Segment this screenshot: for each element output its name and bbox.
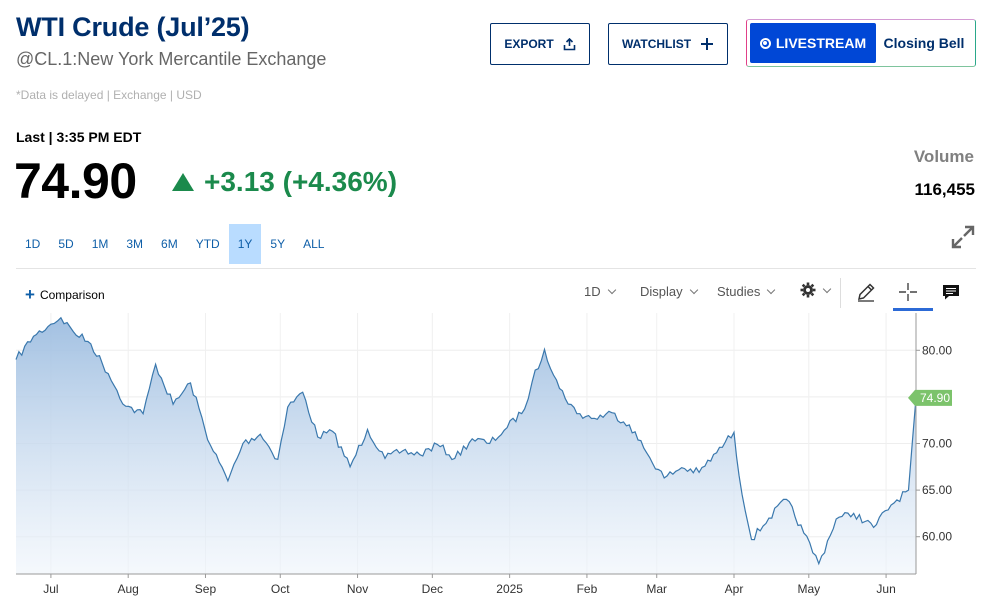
chevron-down-icon [689, 285, 698, 295]
closing-bell-link[interactable]: Closing Bell [883, 35, 965, 51]
x-tick-label: Dec [422, 582, 443, 596]
display-dropdown[interactable]: Display [640, 284, 698, 299]
delayed-note: *Data is delayed | Exchange | USD [16, 88, 202, 102]
studies-label: Studies [717, 284, 761, 299]
last-trade-time: Last | 3:35 PM EDT [16, 129, 142, 145]
livestream-button[interactable]: LIVESTREAM [750, 23, 876, 63]
range-tab-5y[interactable]: 5Y [270, 237, 286, 251]
instrument-title: WTI Crude (Jul’25) [16, 12, 250, 42]
divider [16, 268, 976, 269]
y-tick-label: 60.00 [922, 530, 952, 544]
x-tick-label: Sep [195, 582, 217, 596]
chevron-down-icon [607, 285, 616, 295]
x-tick-label: Mar [646, 582, 667, 596]
price-change: +3.13 (+4.36%) [172, 166, 397, 198]
crosshair-icon[interactable] [897, 281, 919, 303]
range-tab-ytd[interactable]: YTD [195, 237, 220, 251]
export-label: EXPORT [504, 37, 554, 51]
range-tab-6m[interactable]: 6M [161, 237, 178, 251]
exchange-subtitle: @CL.1:New York Mercantile Exchange [16, 49, 327, 69]
livestream-label: LIVESTREAM [775, 35, 867, 51]
plus-icon: + [25, 285, 35, 304]
comparison-label: Comparison [39, 287, 105, 302]
range-tab-1y[interactable]: 1Y [228, 224, 262, 264]
x-tick-label: Nov [347, 582, 368, 596]
range-tab-all[interactable]: ALL [303, 237, 325, 251]
chevron-down-icon [767, 285, 776, 295]
x-tick-label: Feb [577, 582, 598, 596]
crosshair-active-indicator [893, 308, 933, 311]
volume-value: 116,455 [914, 180, 975, 199]
range-tab-5d[interactable]: 5D [58, 237, 74, 251]
range-tab-1d[interactable]: 1D [25, 237, 41, 251]
comparison-button[interactable]: + Comparison [25, 286, 105, 303]
last-price-tag-label: 74.90 [920, 391, 950, 405]
display-label: Display [640, 284, 683, 299]
price-area-fill [16, 317, 916, 574]
range-tab-1m[interactable]: 1M [91, 237, 109, 251]
volume-label: Volume [913, 147, 974, 166]
live-radio-icon [759, 37, 771, 49]
last-price-tag [908, 389, 952, 406]
x-tick-label: Aug [118, 582, 139, 596]
toolbar-divider [840, 278, 841, 308]
y-tick-label: 70.00 [922, 437, 952, 451]
x-tick-label: Apr [725, 582, 744, 596]
interval-label: 1D [584, 284, 601, 299]
last-price: 74.90 [14, 153, 137, 209]
interval-dropdown[interactable]: 1D [584, 284, 616, 299]
export-button[interactable]: EXPORT [490, 23, 590, 65]
range-tab-3m[interactable]: 3M [126, 237, 144, 251]
expand-icon[interactable] [950, 224, 976, 250]
comment-icon[interactable] [940, 281, 962, 303]
studies-dropdown[interactable]: Studies [717, 284, 776, 299]
pencil-icon[interactable] [855, 281, 877, 303]
y-tick-label: 65.00 [922, 483, 952, 497]
price-chart[interactable]: Jul Aug Sep Oct Nov Dec 2025 Feb Mar Apr May Jun 80… [0, 312, 985, 602]
price-series-line [15, 316, 917, 566]
plus-icon [701, 38, 714, 50]
x-tick-label: 2025 [496, 582, 523, 596]
x-tick-label: Oct [271, 582, 290, 596]
export-icon [563, 37, 575, 50]
watchlist-label: WATCHLIST [621, 37, 692, 51]
price-change-value: +3.13 (+4.36%) [204, 166, 398, 197]
chevron-down-icon [822, 284, 832, 293]
y-tick-label: 80.00 [922, 343, 952, 357]
livestream-panel: LIVESTREAM Closing Bell [746, 19, 976, 67]
range-selector: 1D 5D 1M 3M 6M YTD 1Y 5Y ALL [16, 224, 333, 264]
gear-icon [800, 282, 816, 298]
watchlist-button[interactable]: WATCHLIST [608, 23, 728, 65]
x-tick-label: Jul [43, 582, 58, 596]
settings-dropdown[interactable] [800, 282, 832, 298]
x-tick-label: May [797, 582, 820, 596]
x-tick-label: Jun [876, 582, 895, 596]
up-arrow-icon [172, 173, 194, 191]
